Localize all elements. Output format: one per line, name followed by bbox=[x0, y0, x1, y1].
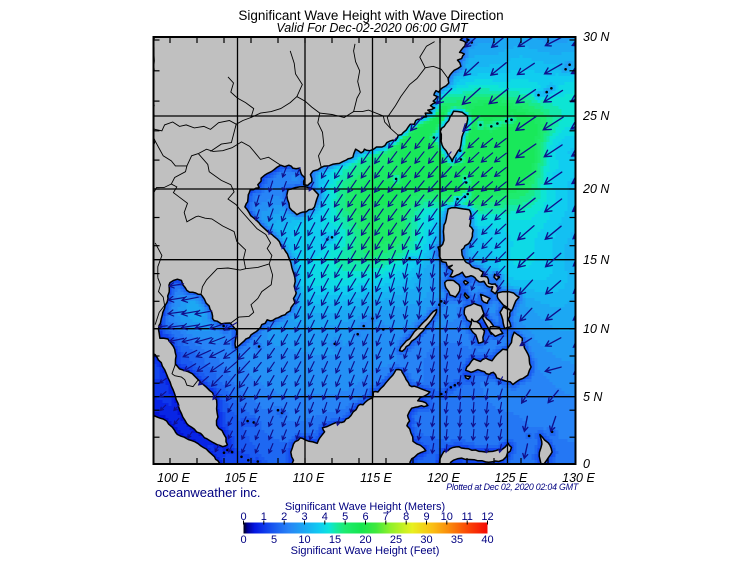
svg-text:15: 15 bbox=[329, 534, 341, 546]
svg-text:8: 8 bbox=[403, 511, 409, 523]
svg-text:35: 35 bbox=[451, 534, 463, 546]
svg-text:1: 1 bbox=[261, 511, 267, 523]
svg-text:0: 0 bbox=[583, 457, 590, 471]
svg-text:5: 5 bbox=[342, 511, 348, 523]
svg-text:30 N: 30 N bbox=[583, 30, 610, 44]
svg-text:40: 40 bbox=[481, 534, 493, 546]
svg-text:20 N: 20 N bbox=[582, 182, 610, 196]
svg-text:20: 20 bbox=[359, 534, 371, 546]
svg-text:100 E: 100 E bbox=[157, 471, 190, 485]
svg-text:oceanweather inc.: oceanweather inc. bbox=[155, 485, 261, 500]
svg-text:4: 4 bbox=[322, 511, 328, 523]
svg-text:10 N: 10 N bbox=[583, 322, 610, 336]
svg-text:105 E: 105 E bbox=[225, 471, 258, 485]
svg-text:130 E: 130 E bbox=[562, 471, 595, 485]
svg-text:9: 9 bbox=[423, 511, 429, 523]
svg-text:5: 5 bbox=[271, 534, 277, 546]
svg-text:3: 3 bbox=[301, 511, 307, 523]
svg-text:Valid For Dec-02-2020 06:00 GM: Valid For Dec-02-2020 06:00 GMT bbox=[276, 21, 469, 35]
svg-text:7: 7 bbox=[383, 511, 389, 523]
svg-text:Significant Wave Height (Feet): Significant Wave Height (Feet) bbox=[291, 545, 440, 557]
svg-text:10: 10 bbox=[441, 511, 453, 523]
svg-text:6: 6 bbox=[362, 511, 368, 523]
svg-text:15 N: 15 N bbox=[583, 253, 610, 267]
svg-text:25 N: 25 N bbox=[582, 109, 610, 123]
svg-text:Plotted at Dec 02, 2020 02:04: Plotted at Dec 02, 2020 02:04 GMT bbox=[446, 482, 579, 492]
svg-text:Significant Wave Height (Meter: Significant Wave Height (Meters) bbox=[285, 501, 445, 513]
svg-text:30: 30 bbox=[420, 534, 432, 546]
svg-text:0: 0 bbox=[240, 511, 246, 523]
svg-text:2: 2 bbox=[281, 511, 287, 523]
svg-text:Significant Wave Height with W: Significant Wave Height with Wave Direct… bbox=[238, 8, 503, 23]
svg-text:110 E: 110 E bbox=[293, 471, 325, 485]
svg-text:12: 12 bbox=[481, 511, 493, 523]
svg-text:115 E: 115 E bbox=[360, 471, 392, 485]
svg-text:125 E: 125 E bbox=[495, 471, 528, 485]
svg-text:5 N: 5 N bbox=[583, 390, 603, 404]
svg-text:25: 25 bbox=[390, 534, 402, 546]
svg-text:0: 0 bbox=[240, 534, 246, 546]
svg-text:10: 10 bbox=[298, 534, 310, 546]
svg-text:120 E: 120 E bbox=[427, 471, 460, 485]
svg-text:11: 11 bbox=[461, 511, 472, 523]
